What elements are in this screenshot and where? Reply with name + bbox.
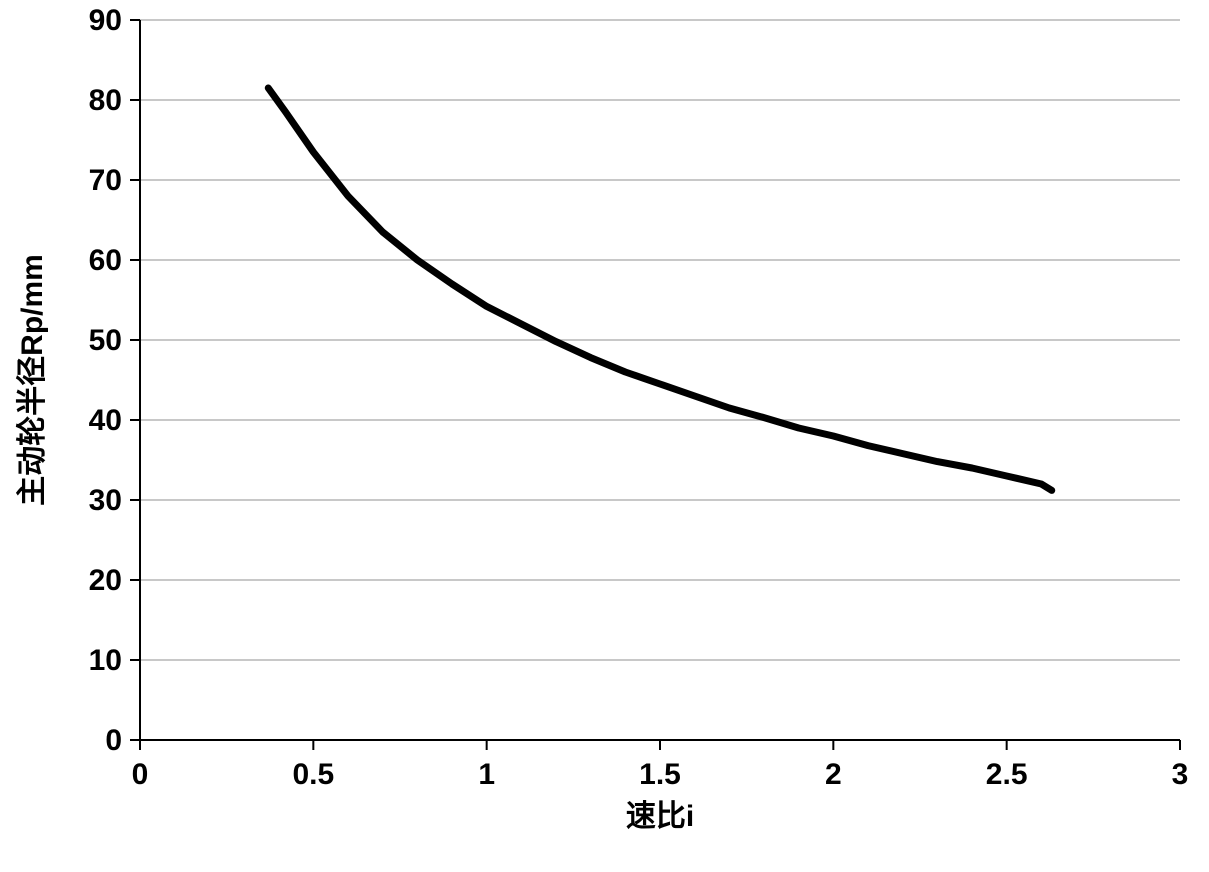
- tick-labels: 00.511.522.530102030405060708090: [89, 4, 1189, 791]
- x-tick-label: 2: [825, 758, 842, 791]
- chart-container: 00.511.522.530102030405060708090 速比i 主动轮…: [0, 0, 1209, 872]
- x-tick-label: 2.5: [986, 758, 1028, 791]
- data-line: [268, 88, 1051, 490]
- grid-lines: [140, 20, 1180, 660]
- y-tick-label: 0: [105, 724, 122, 757]
- x-tick-label: 0.5: [292, 758, 334, 791]
- y-tick-label: 60: [89, 244, 122, 277]
- chart-svg: 00.511.522.530102030405060708090 速比i 主动轮…: [0, 0, 1209, 872]
- x-tick-label: 1: [478, 758, 495, 791]
- y-tick-label: 50: [89, 324, 122, 357]
- x-tick-label: 1.5: [639, 758, 681, 791]
- x-axis-title: 速比i: [626, 800, 694, 833]
- y-tick-label: 40: [89, 404, 122, 437]
- y-tick-label: 30: [89, 484, 122, 517]
- y-axis-title: 主动轮半径Rp/mm: [16, 254, 49, 506]
- y-tick-label: 90: [89, 4, 122, 37]
- y-tick-label: 10: [89, 644, 122, 677]
- x-tick-label: 0: [132, 758, 149, 791]
- y-tick-label: 80: [89, 84, 122, 117]
- y-tick-label: 20: [89, 564, 122, 597]
- y-tick-label: 70: [89, 164, 122, 197]
- y-axis-title-group: 主动轮半径Rp/mm: [16, 254, 49, 506]
- x-tick-label: 3: [1172, 758, 1189, 791]
- data-curve: [268, 88, 1051, 490]
